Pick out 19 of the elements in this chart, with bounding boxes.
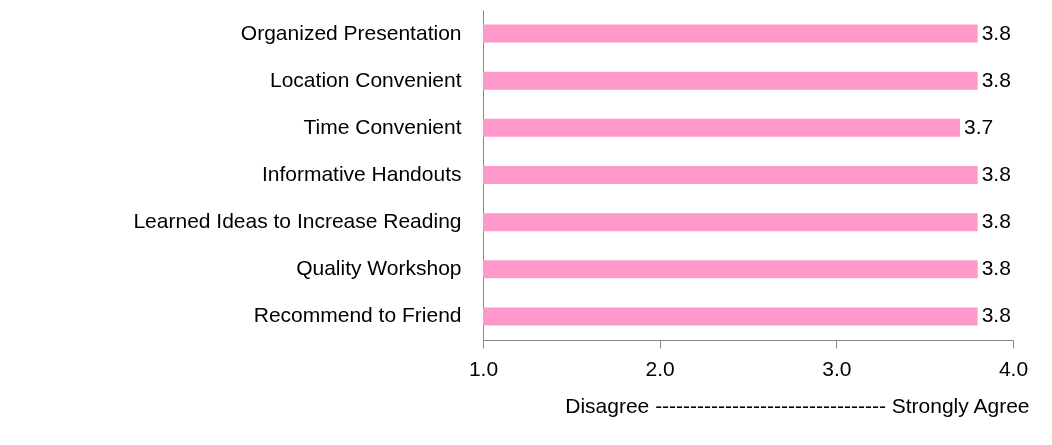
x-tick-label: 1.0 (468, 356, 499, 380)
data-label: 3.8 (981, 256, 1011, 280)
x-axis-title: Disagree --------------------------------- Strongly Agree (565, 393, 1030, 417)
data-label: 3.8 (981, 162, 1011, 185)
data-label: 3.8 (981, 303, 1011, 327)
y-tick-label: Quality Workshop (296, 256, 462, 280)
x-tick-label: 3.0 (822, 356, 852, 380)
x-tick-label: 4.0 (998, 356, 1029, 380)
y-tick-label: Location Convenient (270, 67, 462, 91)
y-tick-label: Recommend to Friend (253, 303, 462, 327)
data-label: 3.8 (981, 20, 1011, 44)
y-tick-label: Informative Handouts (261, 162, 462, 185)
y-tick-label: Organized Presentation (240, 20, 462, 44)
data-label: 3.7 (964, 114, 994, 138)
data-label: 3.8 (981, 67, 1011, 91)
y-tick-label: Time Convenient (303, 114, 462, 138)
data-label: 3.8 (981, 209, 1011, 233)
y-tick-label: Learned Ideas to Increase Reading (133, 209, 462, 233)
x-tick-label: 2.0 (645, 356, 675, 380)
